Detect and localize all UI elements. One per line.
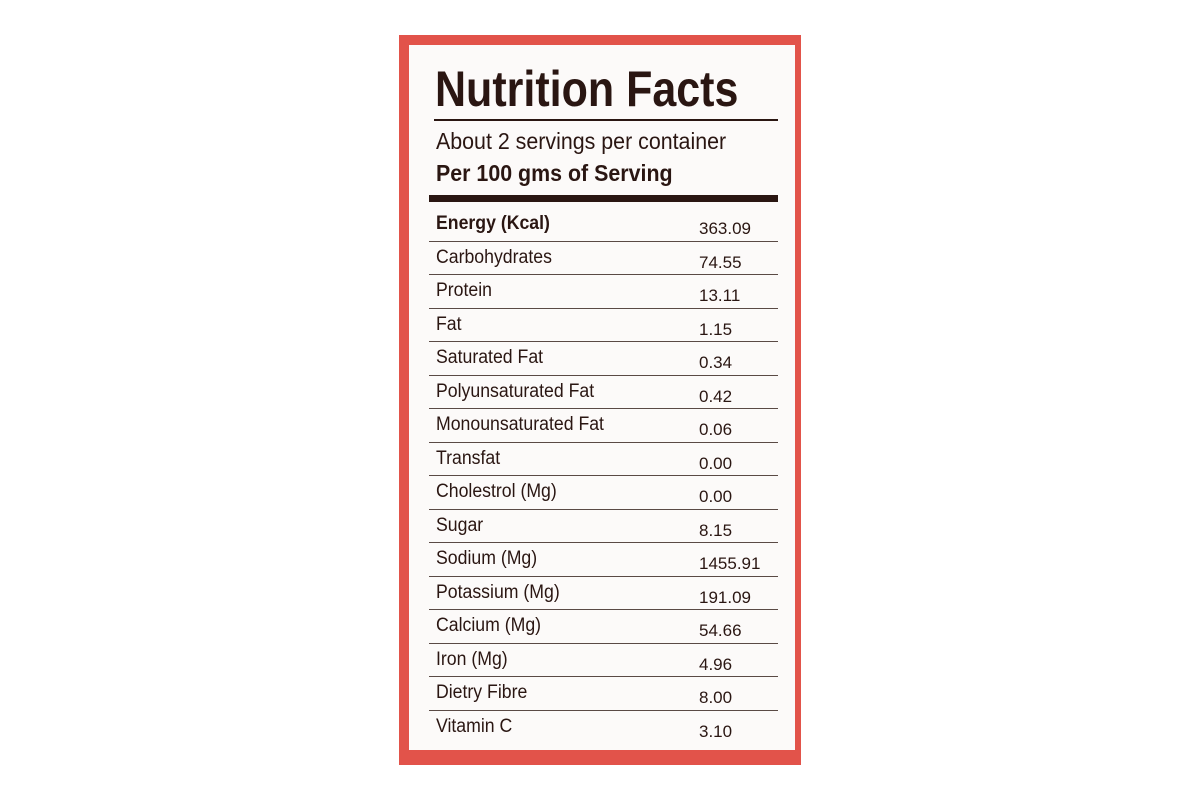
nutrient-value: 0.06 [699,420,733,439]
nutrient-name: Vitamin C [436,715,513,737]
nutrient-row-carbohydrates: Carbohydrates 74.55 [429,242,778,275]
nutrient-row-monounsaturated-fat: Monounsaturated Fat 0.06 [429,409,778,443]
header-divider [429,195,778,202]
nutrient-value: 4.96 [699,654,733,674]
nutrient-name: Carbohydrates [436,246,552,268]
nutrient-row-polyunsaturated-fat: Polyunsaturated Fat 0.42 [429,376,778,409]
nutrient-name: Sugar [436,514,484,536]
nutrient-row-energy: Energy (Kcal) 363.09 [429,208,778,242]
serving-basis: Per 100 gms of Serving [436,160,673,186]
nutrient-name: Fat [436,313,462,335]
nutrient-value: 0.42 [699,386,733,406]
nutrient-value: 0.34 [699,353,733,372]
nutrient-name: Polyunsaturated Fat [436,380,595,402]
nutrient-row-cholestrol: Cholestrol (Mg) 0.00 [429,476,778,510]
nutrient-value: 8.00 [699,688,733,707]
nutrient-value: 3.10 [699,721,733,741]
nutrient-value: 1455.91 [699,554,761,573]
nutrient-row-dietry-fibre: Dietry Fibre 8.00 [429,677,778,711]
nutrient-row-sugar: Sugar 8.15 [429,510,778,543]
nutrient-value: 1.15 [699,319,733,339]
nutrient-name: Dietry Fibre [436,682,528,703]
title-divider [434,119,778,121]
nutrient-name: Transfat [436,447,501,469]
nutrient-value: 8.15 [699,520,733,540]
nutrient-row-sodium: Sodium (Mg) 1455.91 [429,543,778,577]
nutrient-value: 363.09 [699,219,751,238]
nutrient-name: Protein [436,280,492,301]
nutrient-name: Energy (Kcal) [436,213,550,234]
nutrient-name: Calcium (Mg) [436,615,542,636]
nutrient-row-potassium: Potassium (Mg) 191.09 [429,577,778,610]
nutrient-name: Saturated Fat [436,347,544,368]
nutrient-name: Monounsaturated Fat [436,414,604,435]
nutrient-row-calcium: Calcium (Mg) 54.66 [429,610,778,644]
nutrient-name: Iron (Mg) [436,648,508,670]
nutrient-name: Potassium (Mg) [436,581,560,603]
nutrient-value: 74.55 [699,252,742,272]
nutrient-row-vitamin-c: Vitamin C 3.10 [429,711,778,744]
nutrient-value: 54.66 [699,621,742,640]
label-title: Nutrition Facts [435,61,739,117]
nutrient-value: 13.11 [699,286,741,305]
nutrient-row-protein: Protein 13.11 [429,275,778,309]
servings-per-container: About 2 servings per container [436,128,727,154]
nutrient-row-saturated-fat: Saturated Fat 0.34 [429,342,778,376]
nutrition-label: Nutrition Facts About 2 servings per con… [409,45,795,750]
nutrient-value: 0.00 [699,453,733,473]
nutrient-row-iron: Iron (Mg) 4.96 [429,644,778,677]
nutrient-name: Cholestrol (Mg) [436,481,557,502]
nutrient-name: Sodium (Mg) [436,548,538,569]
nutrient-value: 0.00 [699,487,733,506]
nutrient-row-transfat: Transfat 0.00 [429,443,778,476]
nutrient-table: Energy (Kcal) 363.09 Carbohydrates 74.55… [429,208,778,743]
nutrient-value: 191.09 [699,587,751,607]
nutrient-row-fat: Fat 1.15 [429,309,778,342]
